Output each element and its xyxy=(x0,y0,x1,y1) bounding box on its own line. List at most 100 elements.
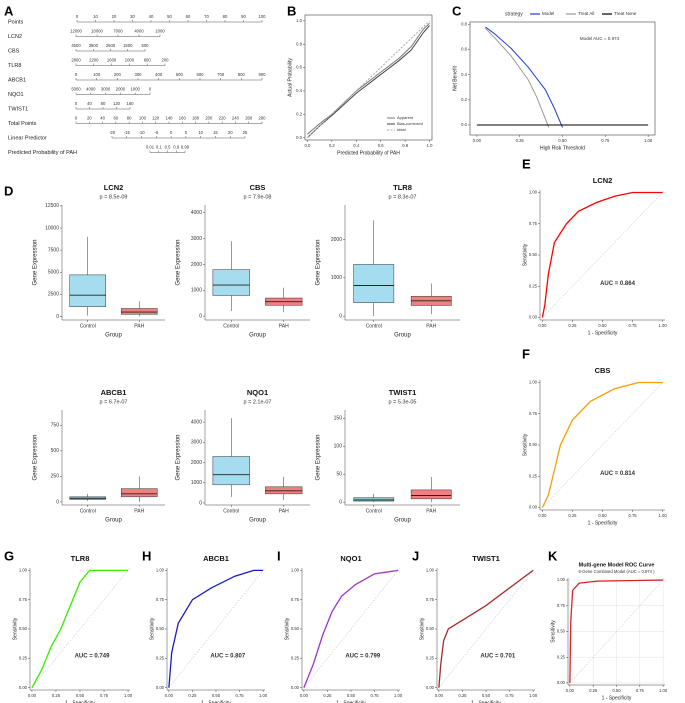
nomogram-tick-label: 4000 xyxy=(86,87,96,92)
nomogram-tick-label: 3000 xyxy=(101,87,111,92)
box-body xyxy=(212,269,250,296)
x-tick-label: 0.0 xyxy=(305,143,311,148)
nomogram-tick-label: 80 xyxy=(223,14,228,19)
y-tick-label: 1.00 xyxy=(557,577,566,582)
data-line xyxy=(569,579,664,683)
x-tick-label: 0.75 xyxy=(628,513,637,518)
y-tick-label: 10000 xyxy=(45,225,59,231)
annotation: AUC = 0.864 xyxy=(600,281,636,287)
nomogram-tick-label: 0.01 xyxy=(146,145,155,150)
chart-title: NQO1 xyxy=(340,554,361,563)
reference-diagonal xyxy=(29,567,131,691)
x-axis-label: 1 - Specificity xyxy=(201,700,231,703)
nomogram-tick-label: 40 xyxy=(100,116,105,121)
legend-title: strategy xyxy=(505,11,523,17)
x-tick-label: 0.25 xyxy=(458,693,467,698)
y-axis-label: Sensitivity xyxy=(550,620,556,643)
nomogram-row-label: CBS xyxy=(8,48,20,54)
y-axis-label: Sensitivity xyxy=(284,617,290,640)
chart-title: Multi-gene Model ROC Curve xyxy=(579,562,655,568)
nomogram-tick-label: 180 xyxy=(192,116,200,121)
chart-title: ABCB1 xyxy=(101,388,127,397)
plot-frame xyxy=(304,14,433,141)
nomogram-tick-label: 400 xyxy=(155,72,163,77)
annotation: Model AUC = 0.974 xyxy=(580,36,620,41)
y-tick-label: 0.75 xyxy=(426,597,435,602)
x-axis-label: Group xyxy=(394,333,411,339)
nomogram-tick-label: 1000 xyxy=(155,29,165,34)
x-tick-label: PAH xyxy=(279,323,289,329)
x-tick-label: 0.00 xyxy=(566,688,575,693)
chart-title: LCN2 xyxy=(104,183,124,192)
x-tick-label: 0.50 xyxy=(598,513,607,518)
x-tick-label: 1.00 xyxy=(124,693,133,698)
chart-title: NQO1 xyxy=(247,388,268,397)
x-tick-label: 0.00 xyxy=(538,323,547,328)
y-tick-label: 2000 xyxy=(331,237,342,243)
nomogram-row-label: NQO1 xyxy=(8,92,24,98)
y-tick-label: 0.4 xyxy=(461,72,467,77)
legend-label: Apparent xyxy=(397,115,414,120)
y-tick-label: 0.6 xyxy=(296,65,302,70)
annotation: AUC = 0.814 xyxy=(600,471,636,477)
reference-diagonal xyxy=(301,567,401,691)
x-tick-label: 0.50 xyxy=(558,138,567,143)
y-tick-label: 1.00 xyxy=(291,567,300,572)
reference-diagonal xyxy=(436,567,536,691)
chart-title: TWIST1 xyxy=(472,554,500,563)
y-axis-label: Net Benefit xyxy=(452,66,458,91)
x-axis-label: 1 - Specificity xyxy=(588,520,618,526)
y-tick-label: 0.75 xyxy=(557,603,566,608)
nomogram-tick-label: 0.99 xyxy=(181,145,190,150)
y-tick-label: 0.00 xyxy=(291,685,300,690)
y-tick-label: 1.00 xyxy=(529,190,538,195)
x-tick-label: PAH xyxy=(134,508,144,514)
nomogram-tick-label: 240 xyxy=(232,116,240,121)
chart-title: TWIST1 xyxy=(389,388,417,397)
panel-letter: E xyxy=(522,156,531,171)
nomogram-tick-label: 900 xyxy=(259,72,267,77)
nomogram-tick-label: 500 xyxy=(142,43,150,48)
y-tick-label: 2000 xyxy=(191,262,202,268)
nomogram-tick-label: 12000 xyxy=(70,29,82,34)
chart-title: LCN2 xyxy=(593,176,613,185)
chart-subtitle: p = 2.1e-07 xyxy=(244,399,272,405)
data-line xyxy=(303,569,399,688)
y-tick-label: 1.00 xyxy=(19,567,28,572)
y-tick-label: 750 xyxy=(51,423,60,429)
nomogram-tick-label: 5000 xyxy=(71,87,81,92)
y-axis-label: Gene Expression xyxy=(316,239,322,285)
y-axis-label: Gene Expression xyxy=(33,239,39,285)
x-axis-label: Group xyxy=(249,333,266,339)
x-tick-label: 0.6 xyxy=(378,143,384,148)
x-tick-label: 0.50 xyxy=(598,323,607,328)
panel-letter: H xyxy=(142,548,151,563)
x-tick-label: Control xyxy=(80,508,96,514)
nomogram-tick-label: 800 xyxy=(238,72,246,77)
x-tick-label: 0.4 xyxy=(353,143,359,148)
y-tick-label: 0.6 xyxy=(461,47,467,52)
panel-letter: A xyxy=(4,3,14,18)
chart-subtitle: 6-Gene Combined Model (AUC = 0.974 ) xyxy=(579,569,656,574)
nomogram-row-label: TLR8 xyxy=(8,63,21,69)
x-tick-label: 0.25 xyxy=(516,138,525,143)
x-tick-label: 0.75 xyxy=(636,688,645,693)
chart-subtitle: p = 8.5e-09 xyxy=(100,194,128,200)
y-tick-label: 3000 xyxy=(191,236,202,242)
y-axis-label: Gene Expression xyxy=(176,434,182,480)
x-tick-label: 0.00 xyxy=(538,513,547,518)
chart-title: ABCB1 xyxy=(203,554,229,563)
x-axis-label: Group xyxy=(105,333,122,339)
x-tick-label: 0.8 xyxy=(402,143,408,148)
box-body xyxy=(353,497,395,502)
y-tick-label: 1000 xyxy=(331,275,342,281)
y-tick-label: 0.50 xyxy=(291,626,300,631)
nomogram-tick-label: 2800 xyxy=(71,58,81,63)
y-tick-label: 0.2 xyxy=(461,97,467,102)
x-tick-label: 0.25 xyxy=(52,693,61,698)
y-axis-label: Sensitivity xyxy=(522,243,528,266)
nomogram-tick-label: 220 xyxy=(219,116,227,121)
data-line xyxy=(31,569,129,688)
nomogram-tick-label: 40 xyxy=(87,101,92,106)
